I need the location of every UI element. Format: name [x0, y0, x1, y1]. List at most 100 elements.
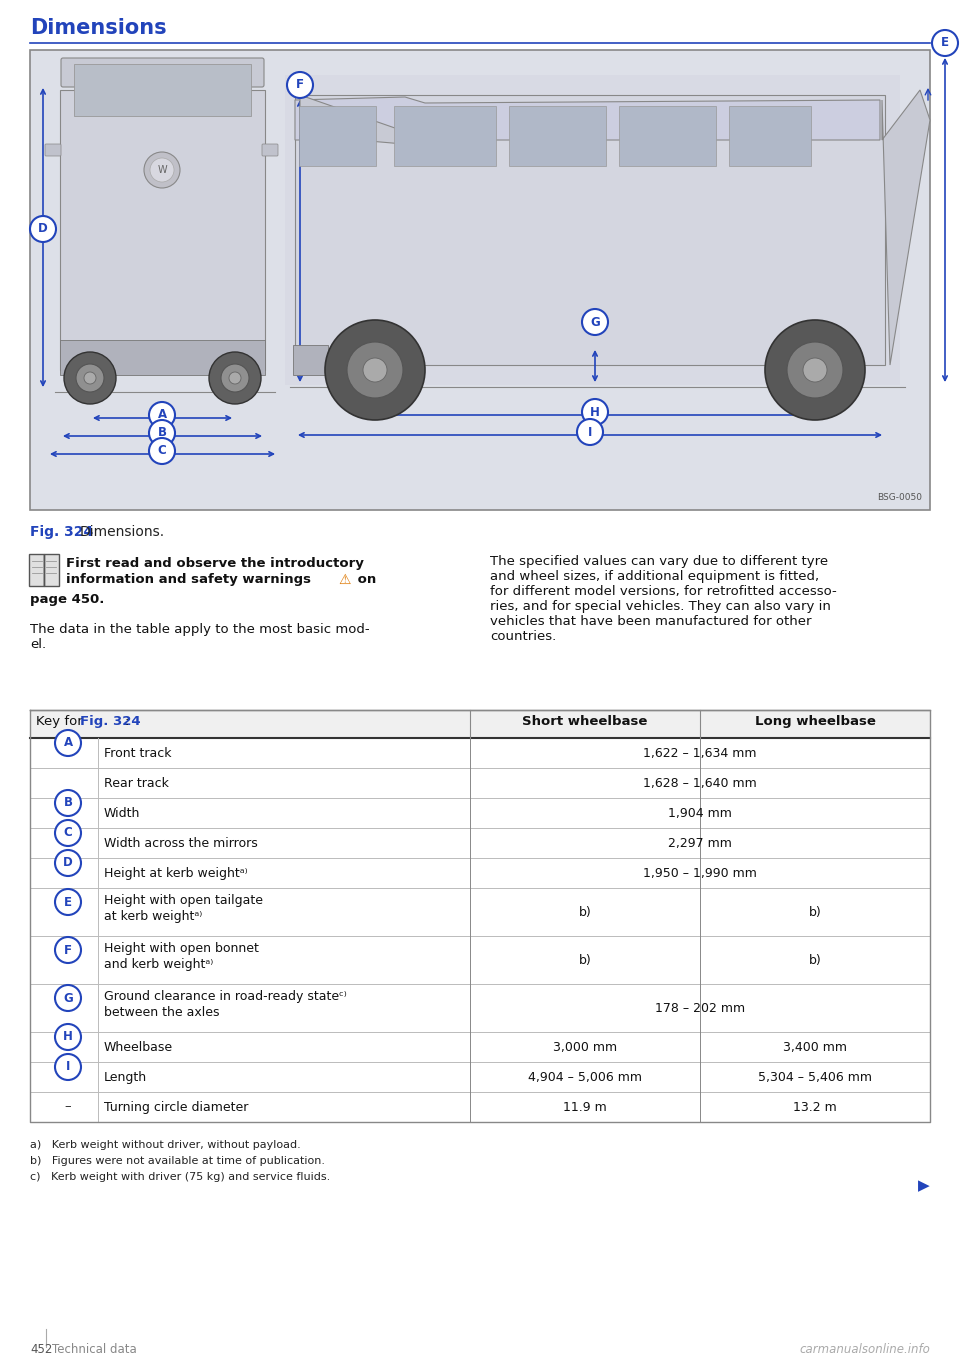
Circle shape [149, 419, 175, 447]
Circle shape [55, 985, 81, 1011]
Text: 452: 452 [30, 1343, 53, 1356]
Text: D: D [63, 856, 73, 870]
FancyBboxPatch shape [30, 984, 930, 1031]
Text: E: E [941, 37, 949, 49]
Circle shape [325, 320, 425, 419]
Text: Turning circle diameter: Turning circle diameter [104, 1101, 249, 1115]
Circle shape [287, 72, 313, 98]
Text: First read and observe the introductory: First read and observe the introductory [66, 557, 364, 570]
FancyBboxPatch shape [61, 57, 264, 87]
Text: Dimensions.: Dimensions. [80, 525, 165, 540]
Text: Short wheelbase: Short wheelbase [522, 714, 648, 728]
FancyBboxPatch shape [30, 936, 930, 984]
Circle shape [55, 850, 81, 876]
Text: C: C [157, 444, 166, 458]
Text: E: E [64, 896, 72, 908]
Text: 3,000 mm: 3,000 mm [553, 1041, 617, 1055]
Text: W: W [157, 165, 167, 175]
Polygon shape [295, 97, 880, 139]
Circle shape [150, 158, 174, 182]
FancyBboxPatch shape [30, 828, 930, 858]
Circle shape [229, 372, 241, 384]
Text: 1,628 – 1,640 mm: 1,628 – 1,640 mm [643, 777, 756, 790]
Text: Rear track: Rear track [104, 777, 169, 790]
Text: F: F [64, 944, 72, 956]
Circle shape [221, 363, 249, 392]
Text: Height at kerb weightᵃ⁾: Height at kerb weightᵃ⁾ [104, 867, 248, 880]
FancyBboxPatch shape [285, 75, 900, 385]
Text: Length: Length [104, 1071, 147, 1085]
FancyBboxPatch shape [262, 143, 278, 156]
Text: 13.2 m: 13.2 m [793, 1101, 837, 1115]
Text: 11.9 m: 11.9 m [564, 1101, 607, 1115]
Text: A: A [157, 408, 167, 422]
FancyBboxPatch shape [509, 107, 606, 167]
Text: 1,950 – 1,990 mm: 1,950 – 1,990 mm [643, 867, 756, 880]
Text: b)   Figures were not available at time of publication.: b) Figures were not available at time of… [30, 1156, 325, 1167]
Circle shape [803, 358, 827, 382]
Text: b): b) [579, 953, 591, 967]
Text: on: on [353, 572, 376, 586]
FancyBboxPatch shape [45, 143, 61, 156]
Polygon shape [882, 90, 930, 365]
Circle shape [363, 358, 387, 382]
Text: b): b) [808, 953, 822, 967]
FancyBboxPatch shape [30, 1091, 930, 1121]
Text: Dimensions: Dimensions [30, 18, 167, 38]
Circle shape [765, 320, 865, 419]
Text: at kerb weightᵃ⁾: at kerb weightᵃ⁾ [104, 910, 203, 923]
Circle shape [55, 729, 81, 755]
Text: I: I [66, 1060, 70, 1074]
Text: 2,297 mm: 2,297 mm [668, 837, 732, 850]
Text: Height with open bonnet: Height with open bonnet [104, 943, 259, 955]
FancyBboxPatch shape [619, 107, 716, 167]
Text: G: G [63, 992, 73, 1004]
Circle shape [582, 399, 608, 425]
Text: :: : [124, 714, 129, 728]
Circle shape [149, 402, 175, 428]
Text: B: B [157, 426, 166, 440]
FancyBboxPatch shape [30, 888, 930, 936]
Text: H: H [590, 406, 600, 418]
FancyBboxPatch shape [299, 107, 376, 167]
Text: Fig. 324: Fig. 324 [80, 714, 140, 728]
Circle shape [209, 352, 261, 404]
Text: information and safety warnings: information and safety warnings [66, 572, 311, 586]
Text: between the axles: between the axles [104, 1005, 220, 1019]
FancyBboxPatch shape [44, 555, 59, 586]
Text: 3,400 mm: 3,400 mm [783, 1041, 847, 1055]
FancyBboxPatch shape [29, 555, 44, 586]
Text: page 450.: page 450. [30, 593, 105, 607]
FancyBboxPatch shape [30, 858, 930, 888]
Circle shape [582, 309, 608, 335]
Text: 5,304 – 5,406 mm: 5,304 – 5,406 mm [758, 1071, 872, 1085]
Text: Wheelbase: Wheelbase [104, 1041, 173, 1055]
Text: –: – [64, 1101, 71, 1113]
Text: 178 – 202 mm: 178 – 202 mm [655, 1003, 745, 1015]
FancyBboxPatch shape [30, 798, 930, 828]
Text: carmanualsonline.info: carmanualsonline.info [799, 1343, 930, 1356]
Text: b): b) [579, 906, 591, 919]
FancyBboxPatch shape [60, 340, 265, 376]
FancyBboxPatch shape [30, 738, 930, 768]
Text: F: F [296, 78, 304, 92]
FancyBboxPatch shape [295, 96, 885, 365]
FancyBboxPatch shape [30, 1061, 930, 1091]
Text: Key for: Key for [36, 714, 87, 728]
FancyBboxPatch shape [30, 1031, 930, 1061]
Text: ▶: ▶ [919, 1177, 930, 1193]
Circle shape [76, 363, 104, 392]
Text: G: G [590, 316, 600, 328]
FancyBboxPatch shape [293, 346, 328, 376]
Circle shape [55, 1024, 81, 1050]
Circle shape [55, 1055, 81, 1081]
Circle shape [347, 342, 403, 398]
Text: and kerb weightᵃ⁾: and kerb weightᵃ⁾ [104, 958, 213, 971]
Text: Width: Width [104, 807, 140, 820]
Text: Ground clearance in road-ready stateᶜ⁾: Ground clearance in road-ready stateᶜ⁾ [104, 990, 347, 1003]
Circle shape [932, 30, 958, 56]
Circle shape [55, 889, 81, 915]
Text: D: D [38, 223, 48, 235]
Circle shape [64, 352, 116, 404]
Text: The data in the table apply to the most basic mod-
el.: The data in the table apply to the most … [30, 623, 370, 652]
